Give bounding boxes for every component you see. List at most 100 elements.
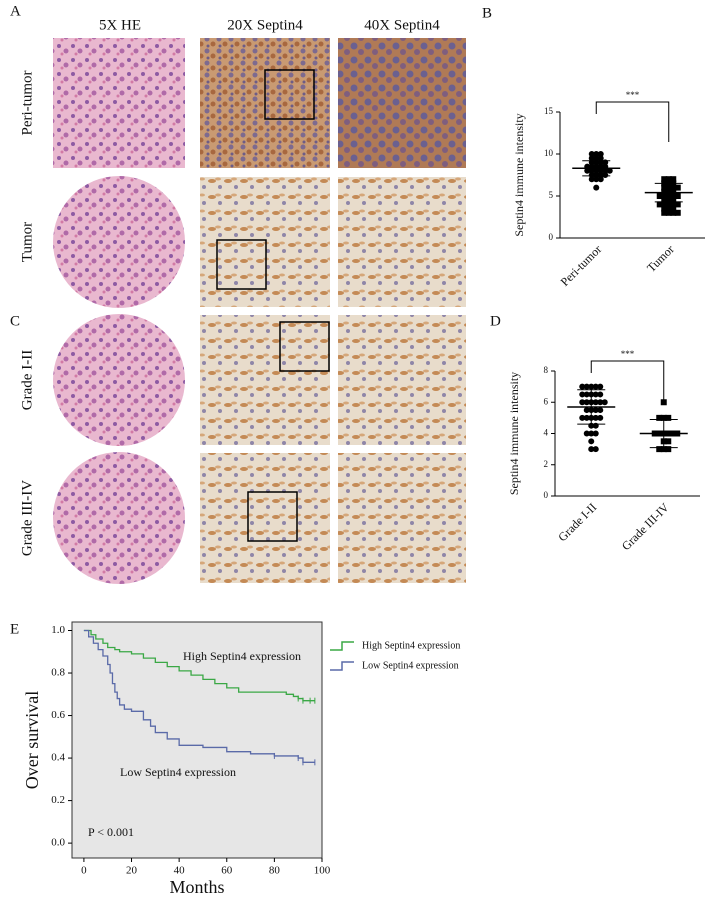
x-tick-label: 100: [314, 865, 331, 877]
panel-label: A: [10, 3, 21, 19]
data-point: [579, 383, 586, 390]
data-point: [665, 205, 672, 212]
y-tick-label: 0.2: [51, 794, 65, 806]
data-point: [588, 176, 595, 183]
data-point: [674, 201, 681, 208]
micrograph: [53, 176, 185, 308]
significance-label: ***: [626, 90, 640, 100]
y-tick-label: 5: [549, 190, 554, 200]
row-label: Tumor: [19, 222, 35, 262]
data-point: [670, 209, 677, 216]
data-point: [597, 151, 604, 157]
y-tick-label: 0.0: [51, 837, 65, 849]
data-point: [588, 430, 595, 437]
data-point: [674, 209, 681, 216]
data-point: [579, 399, 586, 406]
panel-label: E: [10, 621, 19, 637]
data-point: [583, 383, 590, 390]
micrograph: [200, 315, 330, 445]
data-point: [602, 167, 609, 174]
data-point: [597, 155, 604, 162]
data-point: [661, 209, 668, 216]
legend-swatch: [330, 661, 354, 671]
annotation: P < 0.001: [88, 825, 134, 839]
panel-label: D: [490, 313, 501, 329]
data-point: [665, 446, 672, 453]
significance-bracket: [590, 360, 665, 401]
annotation: Low Septin4 expression: [120, 765, 236, 779]
data-point: [660, 446, 667, 453]
x-tick-label: Grade I-II: [555, 500, 599, 544]
row-label: Grade III-IV: [19, 480, 35, 556]
data-point: [588, 172, 595, 178]
data-point: [656, 414, 663, 421]
data-point: [665, 209, 672, 216]
data-point: [674, 184, 681, 191]
data-point: [588, 438, 595, 445]
y-tick-label: 2: [544, 459, 549, 469]
x-tick-label: 80: [269, 865, 281, 877]
significance-label: ***: [621, 349, 635, 359]
y-tick-label: 10: [544, 148, 554, 158]
panel-label: C: [10, 313, 20, 329]
data-point: [661, 197, 668, 204]
y-tick-label: 0.6: [51, 709, 65, 721]
micrograph: [338, 38, 466, 168]
x-tick-label: Peri-tumor: [558, 242, 605, 289]
data-point: [601, 399, 608, 406]
data-point: [597, 407, 604, 414]
zoom-box: [279, 321, 330, 372]
micrograph: [338, 453, 466, 583]
data-point: [588, 151, 595, 157]
micrograph: [200, 177, 330, 307]
y-axis-label: Septin4 immune intensity: [512, 113, 526, 236]
data-point: [597, 383, 604, 390]
data-point: [661, 205, 668, 212]
x-tick-label: Grade III-IV: [619, 500, 672, 553]
data-point: [597, 172, 604, 178]
data-point: [583, 407, 590, 414]
y-tick-label: 6: [544, 396, 549, 406]
data-point: [593, 151, 600, 157]
data-point: [661, 201, 668, 208]
micrograph: [200, 453, 330, 583]
column-label: 5X HE: [99, 17, 141, 33]
plot-area: [71, 621, 323, 859]
micrograph: [53, 452, 185, 584]
y-axis-label: Septin4 immune intensity: [507, 372, 521, 495]
y-tick-label: 0.8: [51, 667, 65, 679]
zoom-box: [247, 491, 298, 542]
data-point: [674, 193, 681, 199]
column-label: 20X Septin4: [227, 17, 303, 33]
data-point: [661, 188, 668, 195]
y-tick-label: 15: [544, 106, 554, 116]
data-point: [670, 176, 677, 183]
zoom-box: [216, 239, 267, 290]
x-tick-label: 60: [221, 865, 233, 877]
legend-swatch: [330, 641, 354, 651]
data-point: [665, 201, 672, 208]
data-point: [606, 167, 613, 174]
image-panels: 5X HE 20X Septin4 40X Septin4 Peri-tumor…: [19, 17, 466, 584]
data-point: [597, 167, 604, 174]
data-point: [661, 193, 668, 199]
micrograph: [338, 177, 466, 307]
survival-curve: [83, 629, 315, 763]
data-point: [661, 176, 668, 183]
data-point: [592, 407, 599, 414]
y-tick-label: 0: [549, 232, 554, 242]
data-point: [597, 399, 604, 406]
row-label: Grade I-II: [19, 350, 35, 410]
data-point: [670, 197, 677, 204]
data-point: [670, 205, 677, 212]
y-axis-label: Over survival: [22, 691, 42, 789]
data-point: [592, 399, 599, 406]
x-axis-label: Months: [169, 877, 224, 897]
y-tick-label: 1.0: [51, 624, 65, 636]
panel-label: B: [482, 5, 492, 21]
data-point: [588, 383, 595, 390]
y-tick-label: 8: [544, 365, 549, 375]
data-point: [665, 414, 672, 421]
data-point: [583, 399, 590, 406]
y-tick-label: 0.4: [51, 752, 65, 764]
